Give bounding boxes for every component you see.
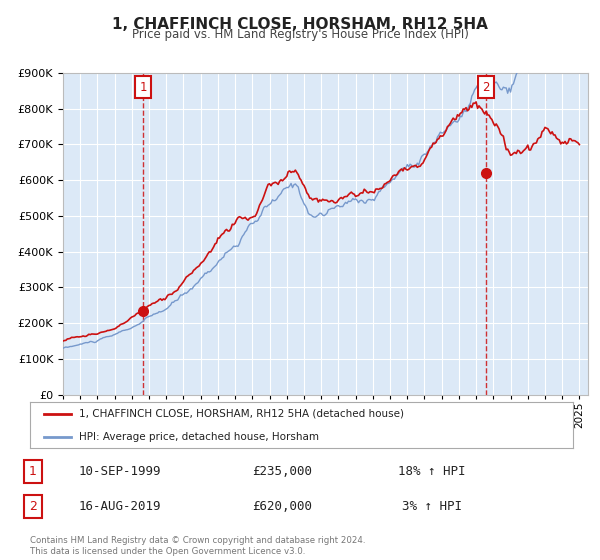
Text: 1: 1 [29, 465, 37, 478]
Text: £235,000: £235,000 [252, 465, 312, 478]
Text: 2: 2 [29, 500, 37, 513]
Text: 10-SEP-1999: 10-SEP-1999 [79, 465, 161, 478]
Text: Contains HM Land Registry data © Crown copyright and database right 2024.
This d: Contains HM Land Registry data © Crown c… [30, 536, 365, 556]
Text: 1, CHAFFINCH CLOSE, HORSHAM, RH12 5HA: 1, CHAFFINCH CLOSE, HORSHAM, RH12 5HA [112, 17, 488, 32]
Text: 18% ↑ HPI: 18% ↑ HPI [398, 465, 466, 478]
Text: £620,000: £620,000 [252, 500, 312, 513]
Text: 16-AUG-2019: 16-AUG-2019 [79, 500, 161, 513]
Text: HPI: Average price, detached house, Horsham: HPI: Average price, detached house, Hors… [79, 432, 319, 441]
Text: 1: 1 [140, 81, 147, 94]
Text: 2: 2 [482, 81, 490, 94]
Text: 3% ↑ HPI: 3% ↑ HPI [402, 500, 462, 513]
Text: 1, CHAFFINCH CLOSE, HORSHAM, RH12 5HA (detached house): 1, CHAFFINCH CLOSE, HORSHAM, RH12 5HA (d… [79, 409, 404, 418]
Text: Price paid vs. HM Land Registry's House Price Index (HPI): Price paid vs. HM Land Registry's House … [131, 28, 469, 41]
